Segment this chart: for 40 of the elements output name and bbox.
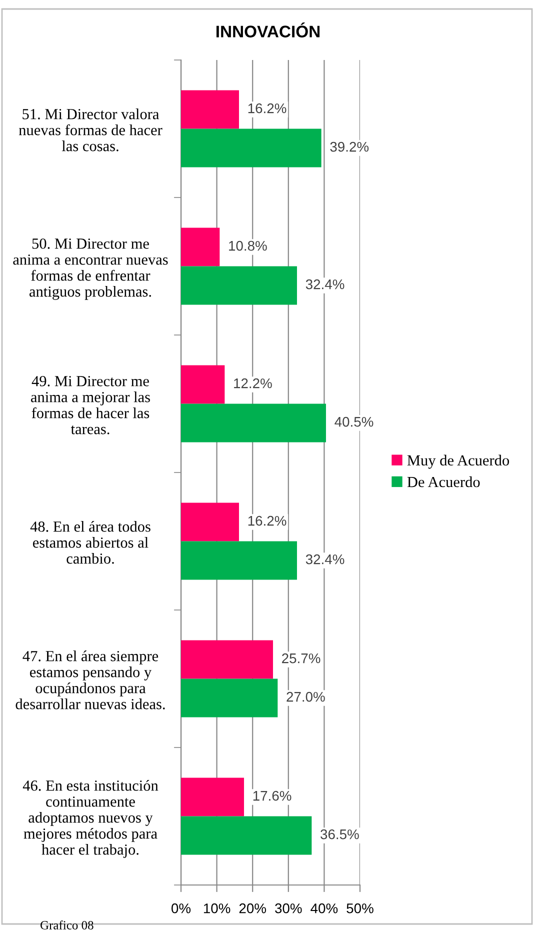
y-tick-label: 50. Mi Director me anima a encontrar nuevas formas de enfrentar antiguos problemas. bbox=[13, 238, 168, 300]
bar bbox=[181, 90, 239, 129]
text: 39.2% bbox=[330, 142, 369, 152]
text: 27.0% bbox=[286, 692, 325, 702]
bar bbox=[181, 502, 239, 542]
text: 16.2% bbox=[248, 103, 286, 114]
text: 36.5% bbox=[320, 829, 359, 840]
x-tick-label: 0% bbox=[172, 903, 191, 914]
x-tick-label: 50% bbox=[346, 903, 374, 914]
x-tick-label: 40% bbox=[310, 903, 338, 914]
chart-title: INNOVACIÓN bbox=[216, 22, 320, 38]
y-tick-label: 49. Mi Director me anima a mejorar las formas de hacer las tareas. bbox=[31, 376, 150, 434]
bar bbox=[181, 128, 322, 168]
text: 32.4% bbox=[306, 554, 344, 564]
bar bbox=[181, 541, 297, 580]
text: 16.2% bbox=[248, 516, 286, 526]
x-tick-label: 30% bbox=[275, 903, 302, 914]
text: Grafico 08 bbox=[40, 920, 94, 930]
text: 17.6% bbox=[253, 790, 292, 801]
y-tick-label: 47. En el área siempre estamos pensando y ocupándonos para desarrollar nuevas ideas. bbox=[16, 650, 165, 710]
bar bbox=[181, 404, 326, 442]
x-tick-label: 10% bbox=[204, 903, 230, 914]
bar bbox=[181, 640, 274, 679]
x-tick-label: 20% bbox=[239, 903, 266, 914]
text: 25.7% bbox=[282, 653, 320, 664]
bar bbox=[181, 816, 312, 855]
text: 40.5% bbox=[334, 416, 374, 427]
legend-label: Muy de Acuerdo bbox=[407, 454, 510, 469]
y-tick-label: 46. En esta institución continuamente adoptamos nuevos y mejores métodos para hacer el trabajo. bbox=[22, 780, 158, 858]
bar bbox=[181, 266, 297, 305]
text: 10.8% bbox=[229, 240, 267, 251]
y-tick-label: 48. En el área todos estamos abiertos al cambio. bbox=[30, 521, 150, 564]
legend-label: De Acuerdo bbox=[407, 476, 480, 488]
bar bbox=[181, 778, 244, 816]
bar bbox=[181, 228, 220, 266]
bar bbox=[181, 678, 278, 718]
y-tick-label: 51. Mi Director valora nuevas formas de hacer las cosas. bbox=[18, 108, 162, 152]
text: 32.4% bbox=[306, 279, 344, 290]
bar bbox=[181, 365, 225, 404]
text: 12.2% bbox=[234, 378, 272, 388]
